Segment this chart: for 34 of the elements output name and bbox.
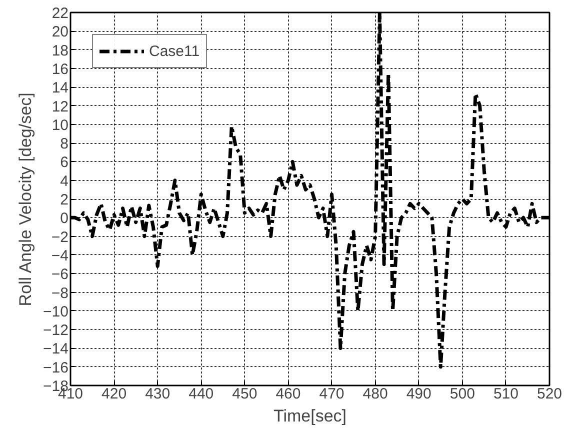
x-tick-label: 470 — [319, 386, 344, 402]
y-tick-label: −10 — [43, 303, 69, 320]
x-axis-title: Time[sec] — [273, 406, 347, 426]
x-tick-label: 510 — [493, 386, 518, 402]
y-tick-label: −16 — [43, 359, 69, 376]
y-tick-label: 22 — [52, 5, 69, 22]
x-tick-label: 440 — [188, 386, 214, 402]
y-tick-label: 16 — [52, 60, 69, 78]
y-tick-label: 4 — [60, 172, 68, 190]
y-tick-label: 12 — [52, 98, 69, 116]
y-tick-label: 10 — [52, 116, 69, 134]
x-tick-label: 430 — [145, 386, 170, 402]
x-tick-label: 490 — [406, 386, 432, 402]
y-tick-label: −14 — [43, 340, 69, 358]
x-tick-label: 460 — [276, 386, 301, 402]
x-tick-label: 420 — [102, 386, 127, 402]
y-tick-label: −6 — [51, 266, 69, 284]
y-tick-label: −12 — [43, 322, 69, 340]
y-tick-label: 6 — [60, 154, 68, 172]
y-tick-label: 18 — [52, 42, 69, 60]
x-tick-label: 480 — [362, 386, 388, 402]
legend-label: Case11 — [149, 42, 200, 60]
y-tick-label: 0 — [60, 210, 68, 228]
y-tick-label: 2 — [60, 192, 68, 208]
x-tick-label: 450 — [232, 386, 258, 402]
y-axis-title: Roll Angle Velocity [deg/sec] — [16, 92, 36, 306]
y-tick-label: −2 — [51, 228, 69, 246]
y-tick-label: −8 — [51, 284, 69, 302]
y-tick-label: 14 — [52, 80, 69, 97]
y-tick-label: 20 — [52, 24, 69, 41]
y-tick-label: −4 — [51, 247, 69, 264]
x-tick-label: 500 — [450, 386, 475, 402]
x-tick-label: 520 — [536, 386, 562, 402]
y-tick-label: 8 — [60, 136, 68, 153]
